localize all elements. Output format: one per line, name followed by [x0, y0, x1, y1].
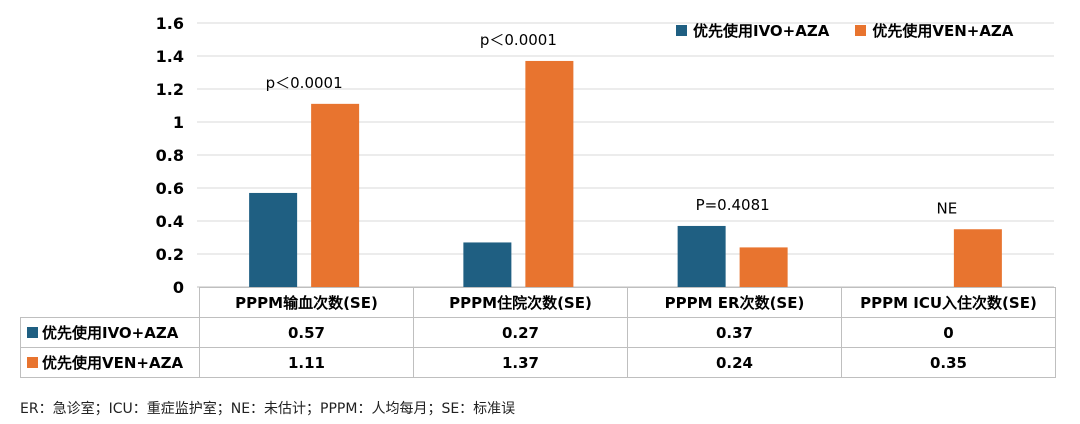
footnote: ER：急诊室；ICU：重症监护室；NE：未估计；PPPM：人均每月；SE：标准误 [20, 401, 516, 417]
table-cell: 0.24 [627, 347, 842, 378]
y-tick-label: 1 [173, 113, 184, 132]
table-cell: 1.11 [199, 347, 414, 378]
bar-ven [953, 229, 1002, 287]
p-value-annotation: NE [937, 199, 958, 217]
bar-ven [311, 103, 360, 287]
table-cell: 0.35 [841, 347, 1056, 378]
legend-swatch-ivo [676, 25, 687, 36]
legend-item-ven: 优先使用VEN+AZA [855, 20, 1013, 41]
p-value-annotation: p＜0.0001 [480, 31, 557, 49]
legend-label-ivo: 优先使用IVO+AZA [693, 22, 830, 40]
table-swatch-ivo [27, 327, 38, 338]
bar-ivo [677, 225, 726, 287]
y-tick-label: 0.6 [156, 179, 184, 198]
bar-ven [739, 247, 788, 287]
p-value-annotation: P=0.4081 [696, 196, 770, 214]
table-corner [20, 287, 200, 318]
table-cell: 0.37 [627, 317, 842, 348]
table-header-cell: PPPM ICU入住次数(SE) [841, 287, 1056, 318]
y-tick-label: 1.2 [156, 80, 184, 99]
p-value-annotation: p＜0.0001 [266, 74, 343, 92]
legend-swatch-ven [855, 25, 867, 36]
table-series-name: 优先使用IVO+AZA [42, 324, 179, 342]
legend: 优先使用IVO+AZA 优先使用VEN+AZA [676, 20, 1013, 41]
table-cell: 0.27 [413, 317, 628, 348]
table-header-row: PPPM输血次数(SE) PPPM住院次数(SE) PPPM ER次数(SE) … [20, 287, 1056, 318]
table-cell: 0 [841, 317, 1056, 348]
bar-ivo [463, 242, 512, 287]
table-cell: 1.37 [413, 347, 628, 378]
table-row-label: 优先使用IVO+AZA [20, 317, 200, 348]
y-tick-label: 0.2 [156, 245, 184, 264]
y-tick-label: 1.4 [156, 47, 184, 66]
legend-item-ivo: 优先使用IVO+AZA [676, 20, 829, 41]
table-header-cell: PPPM输血次数(SE) [199, 287, 414, 318]
y-tick-label: 0.4 [156, 212, 184, 231]
table-header-cell: PPPM住院次数(SE) [413, 287, 628, 318]
data-table: PPPM输血次数(SE) PPPM住院次数(SE) PPPM ER次数(SE) … [20, 287, 1056, 378]
bar-ven [525, 60, 574, 288]
table-header-cell: PPPM ER次数(SE) [627, 287, 842, 318]
y-tick-label: 0.8 [156, 146, 184, 165]
table-row: 优先使用VEN+AZA 1.11 1.37 0.24 0.35 [20, 347, 1056, 378]
table-swatch-ven [27, 357, 38, 368]
table-row-label: 优先使用VEN+AZA [20, 347, 200, 378]
table-series-name: 优先使用VEN+AZA [42, 354, 184, 372]
table-cell: 0.57 [199, 317, 414, 348]
bar-ivo [249, 192, 298, 287]
legend-label-ven: 优先使用VEN+AZA [872, 22, 1014, 40]
bar-chart: 00.20.40.60.811.21.41.6p＜0.0001p＜0.0001P… [156, 14, 1054, 297]
y-tick-label: 1.6 [156, 14, 184, 33]
table-row: 优先使用IVO+AZA 0.57 0.27 0.37 0 [20, 317, 1056, 348]
